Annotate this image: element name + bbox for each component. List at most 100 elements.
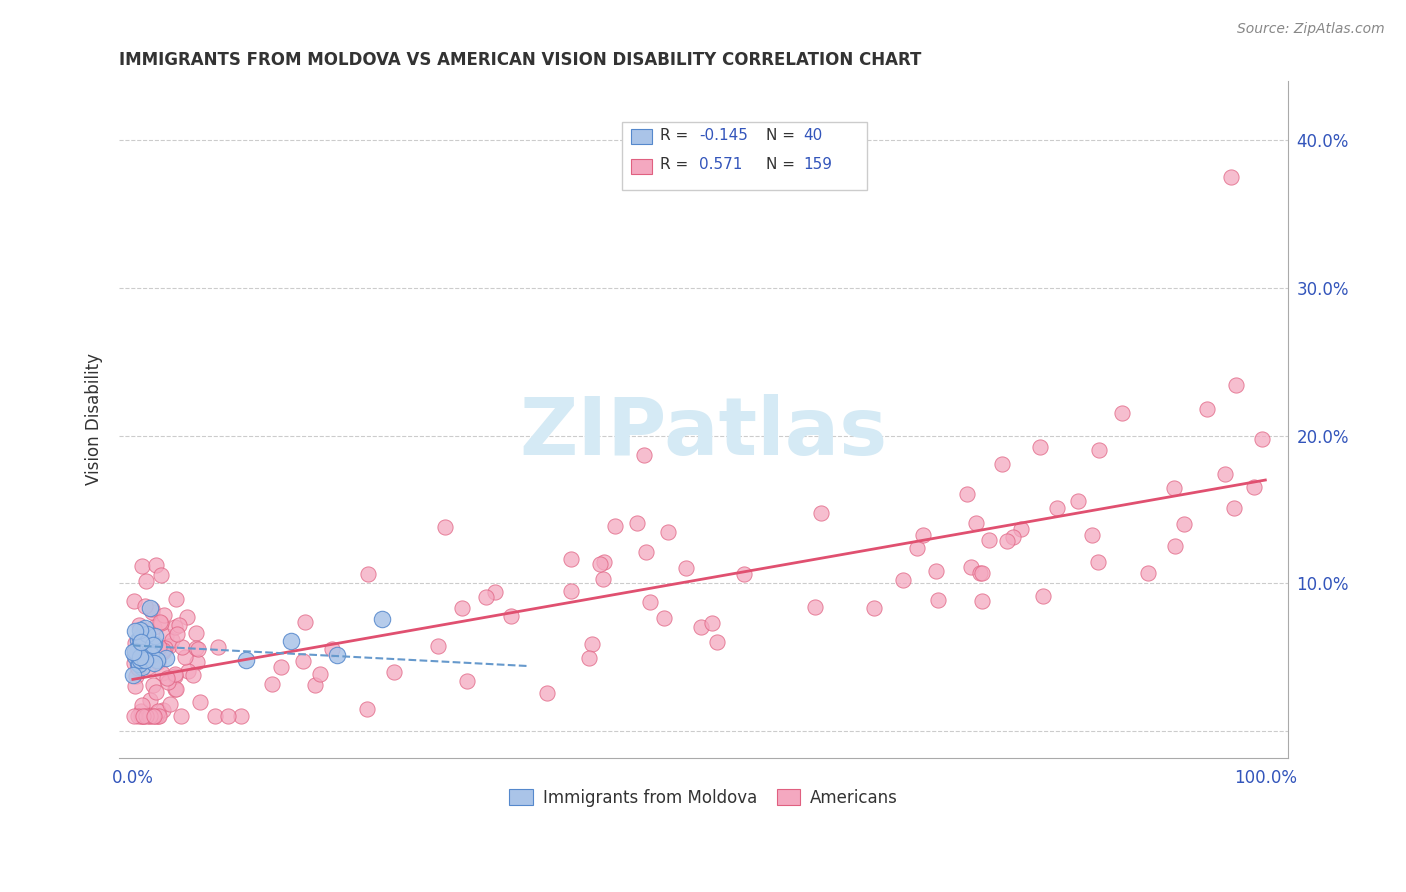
Point bbox=[581, 637, 603, 651]
Text: R =: R = bbox=[661, 128, 693, 143]
Point bbox=[132, 624, 155, 639]
Point bbox=[172, 640, 194, 654]
Point bbox=[638, 595, 661, 609]
Point bbox=[138, 709, 160, 723]
Point bbox=[129, 653, 152, 667]
Point bbox=[131, 558, 153, 573]
Point bbox=[1164, 539, 1187, 553]
Point bbox=[142, 638, 165, 652]
Point bbox=[135, 632, 157, 646]
Point bbox=[131, 660, 153, 674]
Point bbox=[186, 655, 208, 669]
Point bbox=[177, 664, 200, 678]
Point bbox=[578, 651, 600, 665]
Point bbox=[134, 709, 156, 723]
Point bbox=[122, 594, 145, 608]
FancyBboxPatch shape bbox=[631, 129, 652, 145]
Point bbox=[148, 709, 170, 723]
Point bbox=[125, 647, 148, 661]
Point bbox=[804, 599, 827, 614]
Point bbox=[863, 600, 886, 615]
Text: ZIPatlas: ZIPatlas bbox=[519, 394, 887, 472]
Point bbox=[636, 545, 658, 559]
Point bbox=[592, 572, 614, 586]
Point bbox=[911, 527, 934, 541]
Point bbox=[1222, 501, 1244, 516]
Point bbox=[141, 650, 163, 665]
Point bbox=[162, 632, 184, 647]
Point bbox=[152, 645, 174, 659]
Point bbox=[127, 647, 149, 661]
Point bbox=[134, 653, 156, 667]
Point bbox=[139, 709, 162, 723]
Text: 0.571: 0.571 bbox=[699, 157, 742, 172]
Point bbox=[146, 709, 169, 723]
Point bbox=[166, 627, 188, 641]
Point bbox=[207, 640, 229, 655]
Point bbox=[560, 552, 582, 566]
Point bbox=[1010, 522, 1032, 536]
Point bbox=[128, 618, 150, 632]
Point bbox=[357, 566, 380, 581]
Point bbox=[127, 656, 149, 670]
Point bbox=[1081, 528, 1104, 542]
Point bbox=[270, 660, 292, 674]
Point bbox=[501, 608, 523, 623]
Text: -0.145: -0.145 bbox=[699, 128, 748, 143]
Point bbox=[136, 644, 159, 658]
Point bbox=[163, 620, 186, 634]
Point bbox=[702, 615, 724, 630]
Point bbox=[145, 685, 167, 699]
Point bbox=[304, 678, 326, 692]
Point bbox=[456, 673, 478, 688]
Point bbox=[262, 677, 284, 691]
Point bbox=[132, 649, 155, 664]
Point bbox=[294, 615, 316, 629]
Point bbox=[146, 653, 169, 667]
Point bbox=[124, 649, 146, 664]
Point bbox=[152, 607, 174, 622]
Point bbox=[148, 655, 170, 669]
Point bbox=[689, 620, 711, 634]
Point bbox=[157, 639, 180, 653]
Point bbox=[187, 642, 209, 657]
Point bbox=[1225, 378, 1247, 392]
Point bbox=[434, 520, 457, 534]
Point bbox=[150, 645, 173, 659]
Point bbox=[141, 605, 163, 619]
Point bbox=[626, 516, 648, 530]
Point bbox=[127, 633, 149, 648]
Point bbox=[1087, 443, 1109, 458]
Point bbox=[139, 646, 162, 660]
Point bbox=[141, 638, 163, 652]
Point bbox=[142, 678, 165, 692]
Point bbox=[156, 674, 179, 689]
Point bbox=[1066, 494, 1088, 508]
Point bbox=[134, 621, 156, 635]
Text: 159: 159 bbox=[803, 157, 832, 172]
Point bbox=[150, 666, 173, 681]
Point bbox=[970, 566, 993, 581]
Point bbox=[1001, 530, 1024, 544]
Point bbox=[124, 644, 146, 658]
Point bbox=[603, 518, 626, 533]
Point bbox=[124, 624, 146, 639]
Point bbox=[235, 652, 257, 666]
Point bbox=[142, 709, 165, 723]
Text: 40: 40 bbox=[803, 128, 823, 143]
Point bbox=[142, 619, 165, 633]
Point bbox=[131, 654, 153, 668]
Point bbox=[155, 629, 177, 643]
Point bbox=[128, 652, 150, 666]
Point bbox=[143, 709, 166, 723]
Point bbox=[135, 649, 157, 664]
Point bbox=[382, 665, 405, 680]
Point bbox=[128, 640, 150, 654]
Point bbox=[134, 599, 156, 613]
Point bbox=[484, 585, 506, 599]
Text: Source: ZipAtlas.com: Source: ZipAtlas.com bbox=[1237, 22, 1385, 37]
Point bbox=[124, 636, 146, 650]
Point bbox=[217, 709, 239, 723]
Point bbox=[143, 657, 166, 671]
Point bbox=[139, 693, 162, 707]
